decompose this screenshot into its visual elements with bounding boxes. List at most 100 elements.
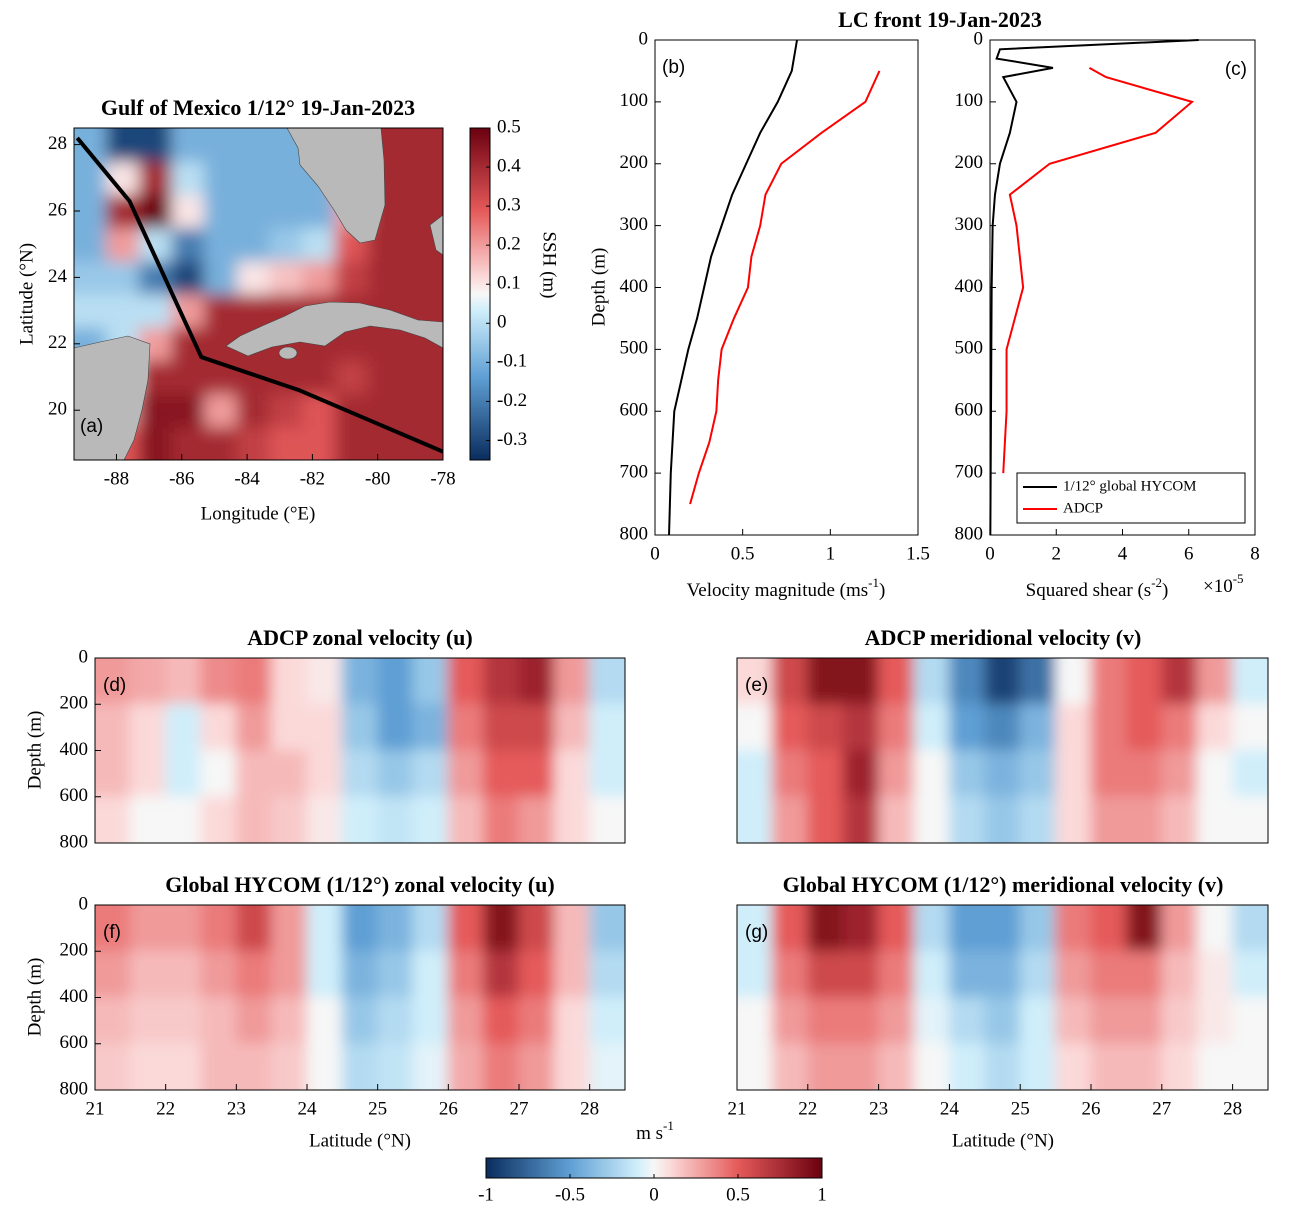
heat-cell	[1161, 703, 1198, 751]
heat-cell	[913, 750, 950, 798]
x-tick-label: -80	[365, 468, 390, 489]
x-tick-label: 4	[1118, 543, 1128, 564]
heat-cell	[1090, 905, 1127, 952]
axes-frame	[736, 657, 1269, 844]
heat-cell	[1161, 1043, 1198, 1090]
x-tick-label: 1.5	[906, 543, 930, 564]
heat-cell	[129, 750, 167, 798]
y-tick-label: 700	[955, 461, 984, 482]
heat-cell	[412, 905, 449, 952]
velocity-cells	[737, 905, 1268, 1090]
heat-cell	[483, 1043, 520, 1090]
heat-cell	[1196, 796, 1234, 843]
heat-cell	[1232, 703, 1268, 751]
heat-cell	[341, 1043, 379, 1090]
panel-label: (c)	[1225, 59, 1247, 80]
axes-frame	[736, 904, 1269, 1091]
land	[74, 128, 443, 460]
heat-cell	[1196, 997, 1234, 1045]
profile-line	[689, 70, 881, 505]
x-axis-label-part: )	[879, 580, 885, 601]
heat-cell	[236, 426, 271, 460]
heat-cell	[842, 905, 880, 952]
heat-cell	[807, 796, 844, 843]
heat-cell	[842, 750, 880, 798]
heat-cell	[483, 905, 520, 952]
isle-of-youth	[278, 346, 298, 360]
heat-cell	[271, 750, 308, 798]
y-tick-label: 300	[620, 214, 649, 235]
heat-cell	[204, 260, 238, 295]
heat-cell	[1055, 750, 1092, 798]
x-axis-label: Longitude (°E)	[201, 503, 316, 524]
heat-cell	[518, 950, 555, 998]
heat-cell	[1196, 658, 1234, 705]
heat-cell	[165, 950, 202, 998]
heat-cell	[138, 193, 173, 229]
y-tick-label: 28	[48, 133, 67, 154]
heat-cell	[412, 750, 449, 798]
panel-title: LC front 19-Jan-2023	[838, 7, 1042, 32]
heat-cell	[984, 658, 1021, 705]
heat-cell	[913, 796, 950, 843]
colorbar-tick-label: -0.1	[497, 351, 527, 372]
heat-cell	[948, 997, 986, 1045]
heat-cell	[1125, 750, 1163, 798]
heat-cell	[269, 260, 304, 295]
y-axis-label: Depth (m)	[24, 711, 45, 790]
heat-cell	[771, 950, 809, 998]
heat-cell	[447, 905, 485, 952]
heat-cell	[1196, 905, 1234, 952]
x-tick-label: 27	[1152, 1098, 1171, 1119]
panel-label: (e)	[745, 675, 768, 696]
heat-cell	[984, 703, 1021, 751]
colorbar-tick-label: -0.5	[555, 1184, 585, 1205]
heat-cell	[235, 950, 273, 998]
x-tick-label: 22	[156, 1098, 175, 1119]
colorbar-tick-label: 0.4	[497, 155, 521, 176]
heat-cell	[1055, 905, 1092, 952]
heat-cell	[1055, 950, 1092, 998]
heat-cell	[236, 128, 271, 162]
heat-cell	[1196, 750, 1234, 798]
heat-cell	[129, 997, 167, 1045]
heat-cell	[236, 393, 271, 428]
y-tick-label: 800	[60, 831, 89, 852]
heat-cell	[95, 750, 131, 798]
heat-cell	[807, 950, 844, 998]
heat-cell	[204, 160, 238, 195]
heat-cell	[771, 658, 809, 705]
colorbar-tick-label: 0.3	[497, 194, 521, 215]
panel-label: (g)	[745, 922, 768, 943]
heat-cell	[200, 658, 237, 705]
y-tick-label: 400	[60, 739, 89, 760]
heat-cell	[236, 227, 271, 262]
profile-line	[989, 39, 1199, 536]
heat-cell	[165, 750, 202, 798]
y-axis-label: Latitude (°N)	[16, 243, 37, 345]
heat-cell	[1125, 796, 1163, 843]
heat-cell	[200, 750, 237, 798]
heat-cell	[518, 997, 555, 1045]
heat-cell	[200, 1043, 237, 1090]
panel-label: (f)	[103, 922, 121, 943]
velocity-field	[737, 658, 1268, 843]
heat-cell	[553, 905, 591, 952]
heat-cell	[171, 260, 206, 295]
x-tick-label: 25	[1011, 1098, 1030, 1119]
x-tick-label: 21	[86, 1098, 105, 1119]
heat-cell	[341, 703, 379, 751]
y-tick-label: 200	[60, 693, 89, 714]
heat-cell	[306, 703, 343, 751]
heat-cell	[771, 997, 809, 1045]
heat-cell	[737, 703, 773, 751]
heat-cell	[483, 796, 520, 843]
heat-cell	[334, 393, 369, 428]
heat-cell	[1125, 905, 1163, 952]
heat-cell	[138, 260, 173, 295]
heat-cell	[948, 950, 986, 998]
heat-cell	[984, 905, 1021, 952]
y-tick-label: 0	[79, 893, 89, 914]
panel-label: (b)	[662, 57, 685, 78]
heat-cell	[271, 997, 308, 1045]
